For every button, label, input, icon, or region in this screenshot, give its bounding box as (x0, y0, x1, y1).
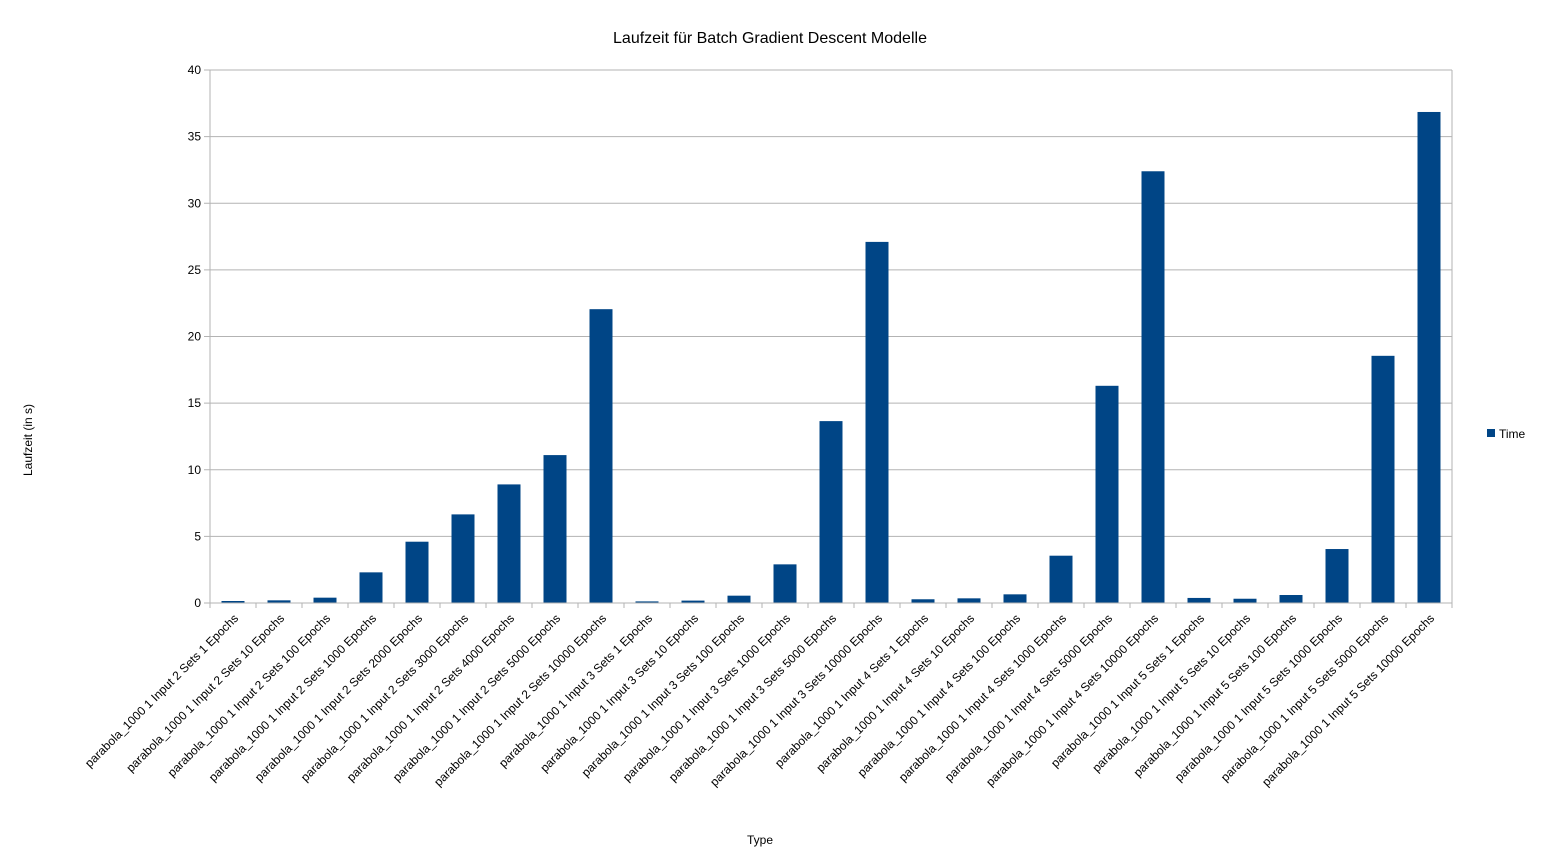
bar (1279, 595, 1303, 603)
chart-title: Laufzeit für Batch Gradient Descent Mode… (613, 30, 927, 47)
x-tick-label: parabola_1000 1 Input 3 Sets 10 Epochs (537, 611, 701, 775)
bar (819, 421, 843, 603)
bar (1003, 594, 1027, 603)
y-tick-label: 0 (194, 596, 201, 610)
bar (589, 309, 613, 603)
legend-label-time: Time (1499, 427, 1526, 441)
legend: Time (1487, 427, 1526, 441)
x-tick-label: parabola_1000 1 Input 3 Sets 10000 Epoch… (707, 611, 885, 789)
x-tick-label: parabola_1000 1 Input 5 Sets 1000 Epochs (1172, 611, 1345, 784)
x-axis-label: Type (747, 833, 773, 847)
x-tick-label: parabola_1000 1 Input 2 Sets 3000 Epochs (298, 611, 471, 784)
bar (497, 484, 521, 603)
x-tick-label: parabola_1000 1 Input 2 Sets 2000 Epochs (252, 611, 425, 784)
x-tick-label: parabola_1000 1 Input 5 Sets 10 Epochs (1089, 611, 1253, 775)
x-axis-ticks: parabola_1000 1 Input 2 Sets 1 Epochspar… (82, 611, 1437, 789)
y-axis-label: Laufzeit (in s) (21, 404, 35, 476)
x-tick-label: parabola_1000 1 Input 2 Sets 5000 Epochs (390, 611, 563, 784)
y-tick-label: 35 (188, 130, 202, 144)
bar-series-time (221, 111, 1441, 603)
bar (635, 601, 659, 603)
y-tick-label: 10 (188, 463, 202, 477)
x-tick-label: parabola_1000 1 Input 4 Sets 5000 Epochs (942, 611, 1115, 784)
bar (911, 599, 935, 603)
x-tick-label: parabola_1000 1 Input 2 Sets 10000 Epoch… (431, 611, 609, 789)
y-tick-label: 30 (188, 196, 202, 210)
bar (773, 564, 797, 603)
x-tick-label: parabola_1000 1 Input 3 Sets 5000 Epochs (666, 611, 839, 784)
x-tick-label: parabola_1000 1 Input 2 Sets 10 Epochs (123, 611, 287, 775)
bar (359, 572, 383, 603)
y-tick-label: 5 (194, 529, 201, 543)
x-tick-label: parabola_1000 1 Input 2 Sets 4000 Epochs (344, 611, 517, 784)
y-tick-label: 15 (188, 396, 202, 410)
bar (1371, 355, 1395, 603)
axes (204, 69, 1453, 608)
bar (221, 601, 245, 603)
bar (1233, 598, 1257, 603)
y-tick-label: 25 (188, 263, 202, 277)
bar (865, 241, 889, 603)
bar (1049, 555, 1073, 603)
y-tick-label: 20 (188, 330, 202, 344)
bar (1325, 549, 1349, 603)
x-tick-label: parabola_1000 1 Input 5 Sets 5000 Epochs (1218, 611, 1391, 784)
bar (313, 597, 337, 603)
bar (681, 600, 705, 603)
bar (1095, 385, 1119, 603)
y-axis-ticks: 0 5 10 15 20 25 30 35 40 (188, 63, 202, 610)
gridlines (210, 69, 1452, 604)
bar (1187, 597, 1211, 603)
legend-swatch-time (1487, 429, 1495, 437)
x-tick-label: parabola_1000 1 Input 4 Sets 1000 Epochs (896, 611, 1069, 784)
x-tick-label: parabola_1000 1 Input 4 Sets 10000 Epoch… (983, 611, 1161, 789)
bar (543, 455, 567, 603)
bar (451, 514, 475, 603)
x-tick-label: parabola_1000 1 Input 4 Sets 100 Epochs (855, 611, 1023, 779)
x-tick-label: parabola_1000 1 Input 3 Sets 100 Epochs (579, 611, 747, 779)
bar (267, 600, 291, 603)
y-tick-label: 40 (188, 63, 202, 77)
x-tick-label: parabola_1000 1 Input 3 Sets 1000 Epochs (620, 611, 793, 784)
x-tick-label: parabola_1000 1 Input 5 Sets 100 Epochs (1131, 611, 1299, 779)
bar (1141, 171, 1165, 603)
bar (727, 595, 751, 603)
bar (1417, 111, 1441, 603)
bar (405, 541, 429, 603)
x-tick-label: parabola_1000 1 Input 2 Sets 1000 Epochs (206, 611, 379, 784)
x-tick-label: parabola_1000 1 Input 5 Sets 10000 Epoch… (1259, 611, 1437, 789)
bar (957, 598, 981, 603)
x-tick-label: parabola_1000 1 Input 4 Sets 10 Epochs (813, 611, 977, 775)
x-tick-label: parabola_1000 1 Input 2 Sets 100 Epochs (165, 611, 333, 779)
